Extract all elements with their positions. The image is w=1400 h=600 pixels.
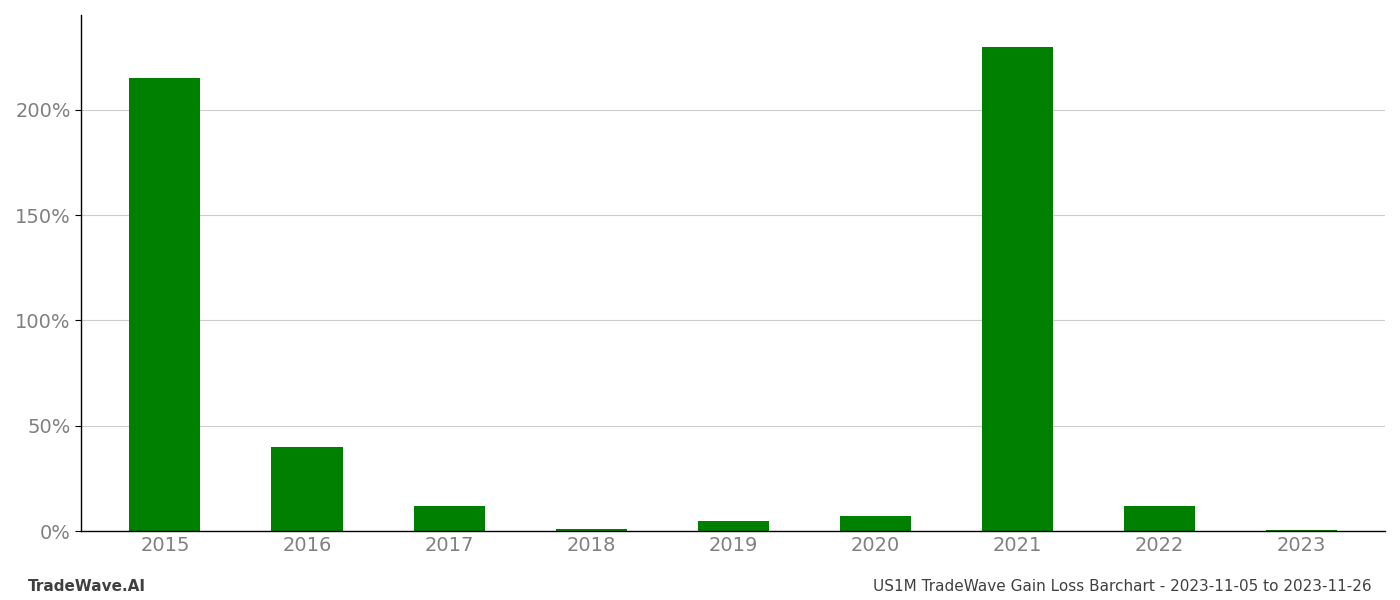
Bar xyxy=(129,78,200,531)
Bar xyxy=(840,517,910,531)
Text: TradeWave.AI: TradeWave.AI xyxy=(28,579,146,594)
Bar xyxy=(1266,530,1337,531)
Bar xyxy=(981,47,1053,531)
Bar xyxy=(697,521,769,531)
Text: US1M TradeWave Gain Loss Barchart - 2023-11-05 to 2023-11-26: US1M TradeWave Gain Loss Barchart - 2023… xyxy=(874,579,1372,594)
Bar xyxy=(556,529,627,531)
Bar xyxy=(413,506,484,531)
Bar xyxy=(1124,506,1194,531)
Bar xyxy=(272,447,343,531)
